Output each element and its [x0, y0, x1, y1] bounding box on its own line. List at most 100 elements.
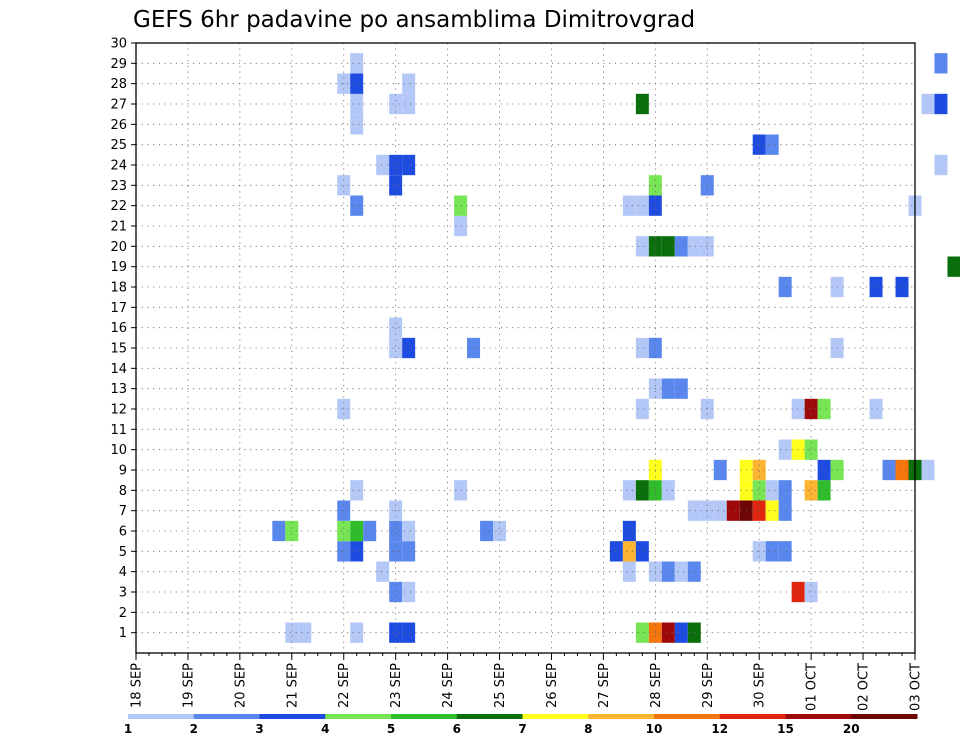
heatmap-cell	[778, 541, 792, 562]
y-tick-label: 6	[119, 525, 127, 540]
y-tick-label: 2	[119, 606, 127, 621]
heatmap-cell	[402, 154, 416, 176]
heatmap-cell	[934, 154, 948, 176]
colorbar-swatch	[785, 714, 852, 719]
x-tick-label: 20 SEP	[233, 663, 248, 708]
heatmap-cell	[389, 317, 403, 338]
colorbar-label: 6	[453, 722, 461, 736]
y-tick-label: 5	[119, 545, 127, 560]
colorbar-swatch	[522, 714, 589, 719]
y-tick-label: 17	[110, 301, 127, 316]
y-tick-label: 21	[110, 220, 127, 235]
y-tick-label: 25	[110, 138, 127, 153]
x-tick-label: 28 SEP	[649, 663, 664, 708]
y-tick-label: 19	[110, 260, 127, 275]
y-tick-label: 11	[110, 423, 127, 438]
heatmap-cell	[389, 581, 403, 603]
heatmap-cell	[350, 520, 364, 542]
heatmap-cell	[635, 236, 649, 257]
heatmap-cell	[778, 480, 792, 501]
heatmap-cell	[674, 561, 688, 582]
heatmap-cell	[402, 622, 416, 643]
heatmap-cell	[817, 459, 831, 481]
heatmap-cell	[817, 480, 831, 501]
x-tick-label: 21 SEP	[285, 663, 300, 708]
heatmap-cell	[454, 195, 468, 216]
y-tick-label: 20	[110, 240, 127, 255]
heatmap-cell	[661, 236, 675, 257]
heatmap-cell	[778, 439, 792, 460]
heatmap-cell	[661, 378, 675, 399]
heatmap-cell	[713, 500, 727, 521]
grid-lines	[136, 43, 915, 653]
heatmap-cell	[635, 337, 649, 359]
colorbar-label: 15	[777, 722, 794, 736]
colorbar-label: 10	[646, 722, 663, 736]
heatmap-cell	[350, 195, 364, 216]
heatmap-cell	[609, 541, 623, 562]
colorbar-label: 4	[321, 722, 329, 736]
y-tick-label: 24	[110, 159, 127, 174]
heatmap-cell	[337, 175, 351, 196]
heatmap-cell	[934, 93, 948, 115]
heatmap-cell	[389, 154, 403, 176]
heatmap-cell	[350, 73, 364, 94]
colorbar-label: 7	[518, 722, 526, 736]
y-tick-label: 26	[110, 118, 127, 133]
heatmap-cell	[752, 459, 766, 481]
heatmap-cell	[765, 541, 779, 562]
y-tick-label: 12	[110, 403, 127, 418]
heatmap-cell	[389, 93, 403, 115]
heatmap-cell	[661, 561, 675, 582]
y-tick-label: 4	[119, 565, 127, 580]
heatmap-cell	[700, 175, 714, 196]
heatmap-cell	[687, 561, 701, 582]
heatmap-cell	[635, 195, 649, 216]
heatmap-cell	[285, 520, 299, 542]
x-tick-label: 18 SEP	[130, 663, 145, 708]
y-tick-label: 13	[110, 382, 127, 397]
heatmap-cell	[622, 561, 636, 582]
colorbar: 1 2 3 4 5 6 7 8 10 12 15 20	[124, 714, 918, 736]
heatmap-cell	[778, 276, 792, 298]
heatmap-cell	[700, 236, 714, 257]
heatmap-cell	[752, 134, 766, 155]
heatmap-cell	[285, 622, 299, 643]
heatmap-cell	[350, 541, 364, 562]
heatmap-cell	[635, 398, 649, 420]
heatmap-cell	[389, 337, 403, 359]
heatmap-cell	[350, 53, 364, 74]
colorbar-label: 8	[584, 722, 592, 736]
chart-title: GEFS 6hr padavine po ansamblima Dimitrov…	[133, 7, 695, 33]
heatmap-cell	[350, 114, 364, 135]
heatmap-cell	[622, 195, 636, 216]
heatmap-cell	[376, 154, 390, 176]
heatmap-cell	[622, 480, 636, 501]
heatmap-cell	[687, 500, 701, 521]
colorbar-label: 2	[190, 722, 198, 736]
heatmap-cell	[389, 175, 403, 196]
x-tick-label: 26 SEP	[545, 663, 560, 708]
x-tick-label: 25 SEP	[493, 663, 508, 708]
x-tick-label: 30 SEP	[753, 663, 768, 708]
heatmap-cell	[635, 480, 649, 501]
y-tick-label: 18	[110, 281, 127, 296]
heatmap-cell	[350, 480, 364, 501]
heatmap-cell	[350, 622, 364, 643]
y-tick-label: 23	[110, 179, 127, 194]
colorbar-label: 1	[124, 722, 132, 736]
heatmap-cell	[804, 581, 818, 603]
colorbar-swatch	[851, 714, 918, 719]
y-tick-label: 7	[119, 504, 127, 519]
heatmap-cell	[869, 276, 883, 298]
heatmap-cell	[622, 541, 636, 562]
heatmap-cell	[493, 520, 507, 542]
heatmap-cell	[402, 541, 416, 562]
heatmap-cell	[947, 256, 960, 277]
heatmap-cell	[635, 541, 649, 562]
x-tick-label: 24 SEP	[441, 663, 456, 708]
y-tick-label: 15	[110, 342, 127, 357]
x-axis: 18 SEP 19 SEP 20 SEP 21 SEP 22 SEP 23 SEP 24 S…	[130, 653, 924, 711]
x-tick-label: 22 SEP	[337, 663, 352, 708]
y-tick-label: 10	[110, 443, 127, 458]
